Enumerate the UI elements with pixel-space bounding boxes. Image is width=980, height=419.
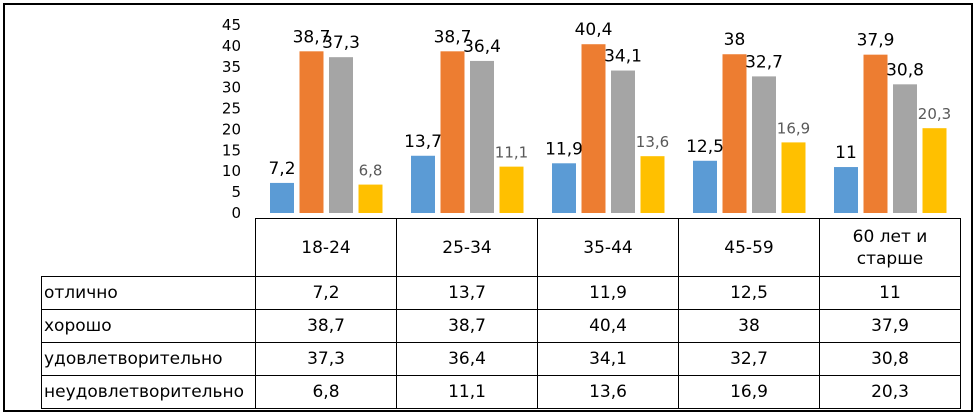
bar bbox=[693, 160, 717, 213]
data-label: 38,7 bbox=[434, 27, 472, 47]
table-cell: 38,7 bbox=[396, 309, 538, 343]
table-cell: 20,3 bbox=[819, 375, 961, 409]
column-header: 60 лет и старше bbox=[819, 218, 961, 277]
table-header-row: 18-24 25-34 35-44 45-59 60 лет и старше bbox=[41, 218, 961, 277]
table-cell: 32,7 bbox=[678, 342, 820, 376]
bar bbox=[552, 163, 576, 213]
data-table: 18-24 25-34 35-44 45-59 60 лет и старше … bbox=[41, 218, 961, 409]
data-label: 30,8 bbox=[886, 60, 924, 80]
bar bbox=[329, 57, 353, 214]
bar bbox=[722, 54, 747, 213]
table-row: хорошо 38,7 38,7 40,4 38 37,9 bbox=[41, 309, 961, 343]
bar bbox=[470, 60, 494, 213]
table-cell: 7,2 bbox=[255, 276, 397, 310]
table-cell: 37,9 bbox=[819, 309, 961, 343]
data-label: 38 bbox=[724, 30, 746, 50]
bar bbox=[752, 76, 776, 214]
data-label: 6,8 bbox=[359, 162, 383, 180]
bar bbox=[611, 70, 635, 213]
data-label: 37,3 bbox=[322, 33, 360, 53]
column-header: 18-24 bbox=[255, 218, 397, 277]
data-label: 12,5 bbox=[686, 137, 724, 157]
y-tick-label: 30 bbox=[222, 79, 241, 97]
bar bbox=[358, 184, 383, 213]
bar bbox=[270, 182, 294, 213]
table-row: удовлетворительно 37,3 36,4 34,1 32,7 30… bbox=[41, 342, 961, 376]
column-header: 45-59 bbox=[678, 218, 820, 277]
chart-frame: 0 5 10 15 20 25 30 35 40 45 7,2 13,7 11,9 12,5 11 38,7 3… bbox=[3, 3, 973, 412]
bar bbox=[581, 44, 606, 214]
table-cell: 38 bbox=[678, 309, 820, 343]
series-name: удовлетворительно bbox=[41, 342, 256, 376]
data-label: 40,4 bbox=[575, 20, 613, 40]
table-cell: 40,4 bbox=[537, 309, 679, 343]
data-label: 7,2 bbox=[268, 159, 295, 179]
bar bbox=[440, 51, 465, 213]
table-cell: 37,3 bbox=[255, 342, 397, 376]
table-row: отлично 7,2 13,7 11,9 12,5 11 bbox=[41, 276, 961, 310]
data-label: 36,4 bbox=[463, 37, 501, 57]
column-header: 25-34 bbox=[396, 218, 538, 277]
data-label: 11,9 bbox=[545, 139, 583, 159]
series-name: отлично bbox=[41, 276, 256, 310]
data-label: 20,3 bbox=[918, 105, 951, 123]
data-label: 13,6 bbox=[636, 133, 669, 151]
column-header: 35-44 bbox=[537, 218, 679, 277]
table-cell: 30,8 bbox=[819, 342, 961, 376]
y-tick-label: 5 bbox=[231, 183, 241, 201]
y-tick-label: 15 bbox=[222, 141, 241, 159]
data-label: 11,1 bbox=[495, 144, 528, 162]
data-label: 34,1 bbox=[604, 47, 642, 67]
table-cell: 11,1 bbox=[396, 375, 538, 409]
bar bbox=[893, 84, 917, 213]
bar bbox=[781, 142, 806, 213]
bar bbox=[411, 155, 435, 213]
table-cell: 38,7 bbox=[255, 309, 397, 343]
table-row: неудовлетворительно 6,8 11,1 13,6 16,9 2… bbox=[41, 375, 961, 409]
data-label: 11 bbox=[835, 143, 857, 163]
table-cell: 11 bbox=[819, 276, 961, 310]
y-tick-label: 45 bbox=[222, 16, 241, 34]
y-tick-label: 10 bbox=[222, 162, 241, 180]
bar bbox=[834, 167, 858, 213]
y-tick-label: 0 bbox=[231, 204, 241, 218]
bar bbox=[922, 128, 947, 213]
table-cell: 16,9 bbox=[678, 375, 820, 409]
data-label: 37,9 bbox=[857, 31, 895, 51]
bar bbox=[640, 156, 665, 213]
bar bbox=[863, 54, 888, 213]
table-cell: 6,8 bbox=[255, 375, 397, 409]
y-tick-label: 25 bbox=[222, 100, 241, 118]
bar bbox=[499, 166, 524, 213]
data-label: 13,7 bbox=[404, 132, 442, 152]
table-cell: 12,5 bbox=[678, 276, 820, 310]
table-cell: 11,9 bbox=[537, 276, 679, 310]
series-name: хорошо bbox=[41, 309, 256, 343]
y-tick-label: 35 bbox=[222, 58, 241, 76]
table-cell: 34,1 bbox=[537, 342, 679, 376]
data-label: 16,9 bbox=[777, 119, 810, 137]
bar bbox=[299, 51, 324, 213]
series-name: неудовлетворительно bbox=[41, 375, 256, 409]
table-cell: 13,7 bbox=[396, 276, 538, 310]
table-cell: 36,4 bbox=[396, 342, 538, 376]
data-label: 38,7 bbox=[293, 27, 331, 47]
y-tick-label: 40 bbox=[222, 37, 241, 55]
table-corner bbox=[41, 218, 256, 277]
table-cell: 13,6 bbox=[537, 375, 679, 409]
data-label: 32,7 bbox=[745, 52, 783, 72]
y-tick-label: 20 bbox=[222, 120, 241, 138]
